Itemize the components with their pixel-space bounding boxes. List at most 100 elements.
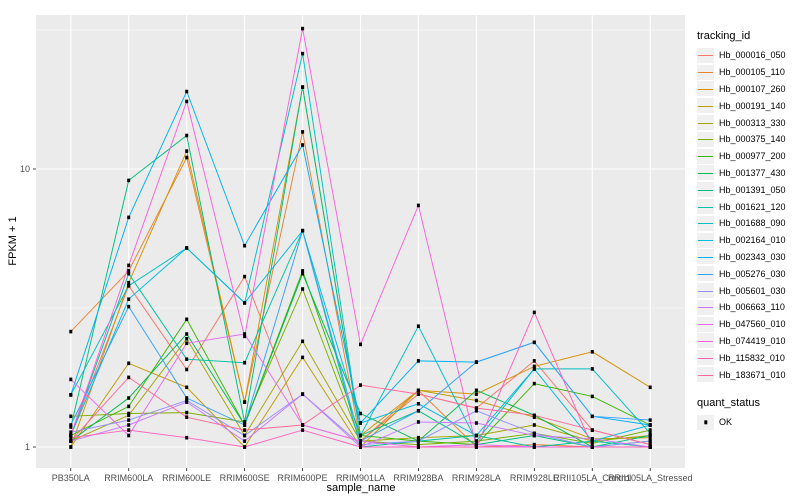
legend-key-line xyxy=(698,156,713,158)
legend-key-line xyxy=(698,324,713,326)
legend-item-label: Hb_005601_030 xyxy=(719,285,786,296)
data-point-marker xyxy=(243,274,247,279)
legend-item-label: Hb_001391_050 xyxy=(719,184,786,195)
data-point-marker xyxy=(416,420,420,424)
y-tick-label: 1 xyxy=(24,442,30,452)
legend-item-label: Hb_000375_140 xyxy=(719,134,786,145)
legend-quant-title: quant_status xyxy=(697,396,760,409)
data-point-marker xyxy=(359,411,362,416)
legend-item: Hb_000107_260 xyxy=(697,81,786,98)
legend-item: Hb_074419_010 xyxy=(697,333,786,350)
data-point-marker xyxy=(127,178,131,183)
data-point-marker xyxy=(69,423,73,427)
x-tick-label: PB350LA xyxy=(51,473,90,483)
legend-key-box xyxy=(697,148,714,164)
data-point-marker xyxy=(127,284,131,288)
legend-key-line xyxy=(698,72,713,74)
legend-item-label: Hb_002164_010 xyxy=(719,235,786,246)
data-point-marker xyxy=(474,445,478,449)
legend-key-line xyxy=(698,139,713,141)
legend-item-label: Hb_005276_030 xyxy=(719,268,786,279)
data-point-marker xyxy=(69,425,73,429)
legend-key-box xyxy=(697,199,714,215)
data-point-marker xyxy=(185,99,189,104)
legend-item: Hb_002164_010 xyxy=(697,232,786,249)
data-point-marker xyxy=(416,392,420,396)
data-point-marker xyxy=(127,269,131,273)
legend-key-box xyxy=(697,47,714,63)
data-point-marker xyxy=(474,392,478,396)
legend-key-box xyxy=(697,414,714,430)
data-point-marker xyxy=(127,263,131,268)
data-point-marker xyxy=(243,301,247,305)
data-point-marker xyxy=(301,392,305,396)
data-point-marker xyxy=(243,334,247,339)
legend-item: Hb_005276_030 xyxy=(697,265,786,282)
data-point-marker xyxy=(648,385,652,390)
x-tick-label: RRIM600SE xyxy=(219,473,270,483)
data-point-marker xyxy=(590,439,594,443)
data-point-marker xyxy=(301,26,305,31)
legend-key-line xyxy=(698,206,713,208)
data-point-marker xyxy=(127,361,131,366)
data-point-marker xyxy=(243,360,247,365)
data-point-marker xyxy=(301,269,305,273)
data-point-marker xyxy=(243,445,247,449)
legend-key-box xyxy=(697,64,714,80)
legend: tracking_id Hb_000016_050 Hb_000105_110 Hb… xyxy=(697,30,786,431)
data-point-marker xyxy=(648,435,652,440)
legend-key-line xyxy=(698,172,713,174)
data-point-marker xyxy=(648,439,652,443)
data-point-marker xyxy=(127,215,131,220)
legend-key-line xyxy=(698,357,713,359)
data-point-marker xyxy=(532,340,536,345)
data-point-marker xyxy=(474,433,478,438)
data-point-marker xyxy=(532,367,536,371)
data-point-marker xyxy=(69,433,73,438)
data-point-marker xyxy=(474,442,478,447)
data-point-marker xyxy=(301,428,305,432)
data-point-marker xyxy=(532,442,536,447)
legend-key-box xyxy=(697,333,714,349)
legend-key-box xyxy=(697,115,714,131)
legend-item-label: Hb_000977_200 xyxy=(719,151,786,162)
data-point-marker xyxy=(127,271,131,276)
data-point-marker xyxy=(127,428,131,432)
legend-key-line xyxy=(698,223,713,225)
data-point-marker xyxy=(69,439,73,443)
legend-item: Hb_000105_110 xyxy=(697,64,786,81)
data-point-marker xyxy=(648,433,652,438)
data-point-marker xyxy=(185,155,189,160)
ok-point-marker-icon xyxy=(703,420,708,425)
legend-item: Hb_047560_010 xyxy=(697,316,786,333)
data-point-marker xyxy=(590,441,594,446)
data-point-marker xyxy=(243,420,247,424)
x-tick-label: RRIM928LA xyxy=(451,473,501,483)
legend-item: Hb_000191_140 xyxy=(697,97,786,114)
legend-key-box xyxy=(697,232,714,248)
legend-item-label: OK xyxy=(719,417,733,428)
data-point-marker xyxy=(590,414,594,419)
data-point-marker xyxy=(301,130,305,134)
legend-item: Hb_000313_330 xyxy=(697,114,786,131)
data-point-marker xyxy=(590,428,594,432)
data-point-marker xyxy=(590,350,594,354)
data-point-marker xyxy=(359,433,362,438)
data-point-marker xyxy=(416,439,420,443)
legend-item-label: Hb_000191_140 xyxy=(719,100,786,111)
data-point-marker xyxy=(416,409,420,413)
legend-key-box xyxy=(697,131,714,147)
legend-key-line xyxy=(698,256,713,258)
data-point-marker xyxy=(301,51,305,56)
data-point-marker xyxy=(243,423,247,427)
x-tick-label: RRIM600PE xyxy=(277,473,328,483)
data-point-marker xyxy=(301,271,305,276)
y-tick-label: 10 xyxy=(19,164,30,174)
legend-item-label: Hb_047560_010 xyxy=(719,319,786,330)
data-point-marker xyxy=(127,423,131,427)
data-point-marker xyxy=(416,402,420,406)
legend-item-label: Hb_000107_260 xyxy=(719,83,786,94)
legend-item: Hb_000375_140 xyxy=(697,131,786,148)
data-point-marker xyxy=(532,433,536,438)
